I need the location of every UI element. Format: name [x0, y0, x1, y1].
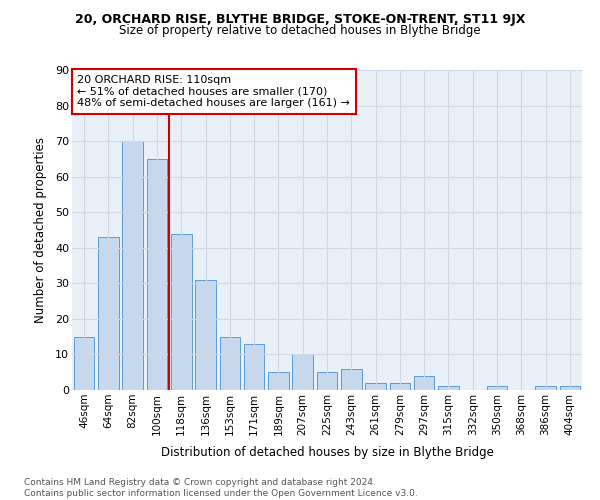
Bar — [317, 372, 337, 390]
Bar — [98, 237, 119, 390]
Y-axis label: Number of detached properties: Number of detached properties — [34, 137, 47, 323]
Bar — [487, 386, 508, 390]
Text: Size of property relative to detached houses in Blythe Bridge: Size of property relative to detached ho… — [119, 24, 481, 37]
Text: 20, ORCHARD RISE, BLYTHE BRIDGE, STOKE-ON-TRENT, ST11 9JX: 20, ORCHARD RISE, BLYTHE BRIDGE, STOKE-O… — [75, 12, 525, 26]
Bar — [146, 159, 167, 390]
Text: Contains HM Land Registry data © Crown copyright and database right 2024.
Contai: Contains HM Land Registry data © Crown c… — [24, 478, 418, 498]
Bar — [389, 383, 410, 390]
Bar — [268, 372, 289, 390]
Bar — [560, 386, 580, 390]
Bar — [195, 280, 216, 390]
Bar — [220, 336, 240, 390]
Bar — [244, 344, 265, 390]
Text: 20 ORCHARD RISE: 110sqm
← 51% of detached houses are smaller (170)
48% of semi-d: 20 ORCHARD RISE: 110sqm ← 51% of detache… — [77, 75, 350, 108]
X-axis label: Distribution of detached houses by size in Blythe Bridge: Distribution of detached houses by size … — [161, 446, 493, 459]
Bar — [365, 383, 386, 390]
Bar — [74, 336, 94, 390]
Bar — [438, 386, 459, 390]
Bar — [292, 354, 313, 390]
Bar — [341, 368, 362, 390]
Bar — [122, 141, 143, 390]
Bar — [535, 386, 556, 390]
Bar — [171, 234, 191, 390]
Bar — [414, 376, 434, 390]
